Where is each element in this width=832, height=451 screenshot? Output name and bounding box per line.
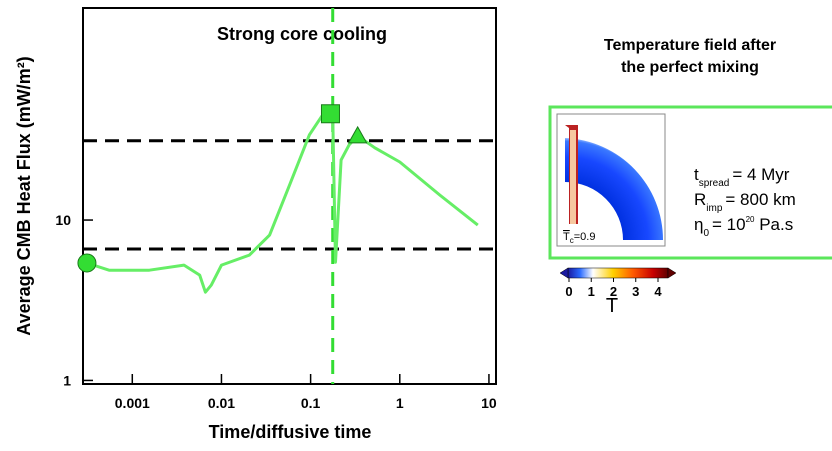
param-text: = 10 [712, 215, 746, 234]
x-axis-label: Time/diffusive time [209, 422, 372, 442]
param-symbol: R [694, 190, 706, 209]
tc-label: Tc=0.9 [563, 231, 595, 245]
param-symbol: t [694, 165, 699, 184]
inset-title: the perfect mixing [621, 59, 759, 76]
colorbar-tick-label: 1 [588, 284, 595, 299]
param-superscript: 20 [746, 215, 755, 224]
chart-title: Strong core cooling [217, 24, 387, 44]
colorbar-tick-label: 4 [654, 284, 662, 299]
inset-title: Temperature field after [604, 37, 776, 54]
param-text: = 800 km [725, 190, 795, 209]
inset-box [548, 105, 832, 260]
param-subscript: imp [706, 203, 723, 214]
marker [320, 104, 340, 124]
param-subscript: 0 [703, 228, 709, 239]
param: η0 = 1020 Pa.s [694, 215, 793, 239]
tc-value: =0.9 [574, 231, 596, 243]
colorbar-tick-label: 3 [632, 284, 639, 299]
colorbar-arrow [667, 267, 677, 279]
param-subscript: spread [699, 178, 730, 189]
x-tick-label: 10 [481, 395, 497, 411]
param: tspread = 4 Myr [694, 165, 790, 189]
colorbar-arrow [559, 267, 569, 279]
tc-symbol: T [563, 231, 570, 243]
x-tick-label: 0.1 [301, 395, 321, 411]
colorbar [567, 267, 669, 279]
colorbar-tick-label: 0 [565, 284, 572, 299]
param-text: = 4 Myr [732, 165, 789, 184]
y-axis-label: Average CMB Heat Flux (mW/m²) [14, 56, 34, 335]
data-line [86, 110, 479, 294]
annulus [565, 138, 663, 240]
param: Rimp = 800 km [694, 190, 796, 214]
x-tick-label: 0.001 [115, 395, 150, 411]
x-tick-label: 0.01 [208, 395, 235, 411]
colorbar-tick-label: 2 [610, 284, 617, 299]
y-tick-label: 10 [55, 212, 71, 228]
param-symbol: η [694, 215, 703, 234]
y-tick-label: 1 [63, 372, 71, 388]
colorbar-label: T [606, 295, 618, 317]
x-tick-label: 1 [396, 395, 404, 411]
marker [347, 125, 368, 144]
marker [77, 253, 97, 273]
param-text: Pa.s [755, 215, 794, 234]
plot-frame [82, 7, 497, 385]
hot-region [570, 130, 576, 228]
tc-subscript: c [570, 236, 574, 245]
label-bg [558, 224, 608, 244]
